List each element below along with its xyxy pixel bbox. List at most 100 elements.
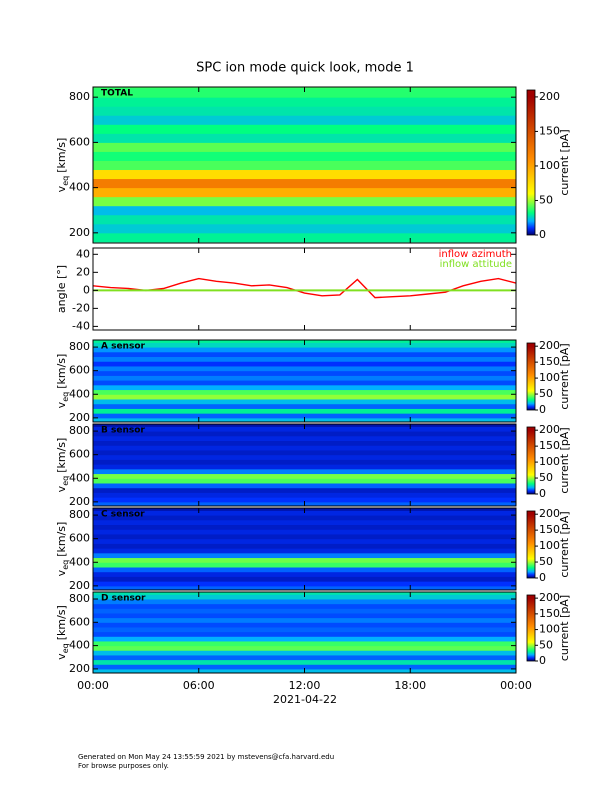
heatmap-cell xyxy=(93,598,516,605)
y-tick-label: 200 xyxy=(69,662,90,675)
legend-entry: inflow attitude xyxy=(440,259,512,270)
y-tick-label: 400 xyxy=(69,639,90,652)
colorbar-label: current [pA] xyxy=(558,427,571,493)
y-tick-label: 800 xyxy=(69,340,90,353)
heatmap-cell xyxy=(93,468,516,475)
colorbar-tick-label: 0 xyxy=(539,487,546,500)
heatmap-cell xyxy=(93,413,516,419)
heatmap-cell xyxy=(93,515,516,521)
y-axis-label: angle [°] xyxy=(55,265,68,313)
panel-plot xyxy=(93,592,516,673)
figure-title: SPC ion mode quick look, mode 1 xyxy=(196,61,414,76)
y-label-subscript: eq xyxy=(61,392,70,402)
heatmap-cell xyxy=(93,445,516,451)
footer-line: Generated on Mon May 24 13:55:59 2021 by… xyxy=(78,753,334,761)
colorbar-tick-label: 100 xyxy=(539,623,560,636)
heatmap-cell xyxy=(93,97,516,107)
colorbar-tick-label: 200 xyxy=(539,507,560,520)
y-label-unit: [km/s] xyxy=(55,605,68,640)
heatmap-cell xyxy=(93,403,516,409)
y-tick-label: 400 xyxy=(69,181,90,194)
heatmap-cell xyxy=(93,431,516,437)
panel-plot xyxy=(93,340,516,422)
colorbar-label: current [pA] xyxy=(558,129,571,195)
heatmap-cell xyxy=(93,356,516,362)
y-tick-label: -20 xyxy=(72,301,90,314)
panel-label: A sensor xyxy=(101,342,146,352)
heatmap-cell xyxy=(93,187,516,198)
colorbar-tick-label: 200 xyxy=(539,591,560,604)
heatmap-cell xyxy=(93,370,516,376)
heatmap-cell xyxy=(93,529,516,535)
panel-label: TOTAL xyxy=(101,89,133,99)
colorbar-tick-label: 50 xyxy=(539,387,553,400)
y-label-symbol: v xyxy=(55,185,68,192)
heatmap-cell xyxy=(93,548,516,554)
y-label-symbol: v xyxy=(55,485,68,492)
colorbar-label: current [pA] xyxy=(558,595,571,661)
heatmap-cell xyxy=(93,389,516,395)
y-label-subscript: eq xyxy=(61,176,70,186)
x-axis-label: 2021-04-22 xyxy=(273,693,337,706)
colorbar-label: current [pA] xyxy=(558,511,571,577)
y-tick-label: 200 xyxy=(69,226,90,239)
heatmap-cell xyxy=(93,664,516,670)
heatmap-cell xyxy=(93,608,516,614)
y-tick-label: 400 xyxy=(69,555,90,568)
y-axis-label: veq [km/s] xyxy=(55,354,70,409)
y-tick-label: 40 xyxy=(76,247,90,260)
heatmap-cell xyxy=(93,151,516,161)
colorbar-tick-label: 50 xyxy=(539,555,553,568)
heatmap-cell xyxy=(93,380,516,386)
heatmap-cell xyxy=(93,394,516,400)
x-tick-label: 18:00 xyxy=(394,679,426,692)
heatmap-cell xyxy=(93,88,516,98)
heatmap-cell xyxy=(93,196,516,207)
heatmap-cell xyxy=(93,636,516,642)
panel-label: B sensor xyxy=(101,426,145,436)
heatmap-cell xyxy=(93,482,516,489)
y-tick-label: 800 xyxy=(69,90,90,103)
heatmap-cell xyxy=(93,497,516,503)
heatmap-cell xyxy=(93,435,516,442)
heatmap-cell xyxy=(93,626,516,633)
x-tick-label: 12:00 xyxy=(289,679,321,692)
heatmap-cell xyxy=(93,478,516,484)
y-label-subscript: eq xyxy=(61,643,70,653)
y-label-symbol: v xyxy=(55,653,68,660)
heatmap-cell xyxy=(93,557,516,563)
y-label-symbol: v xyxy=(55,401,68,408)
heatmap-cell xyxy=(93,650,516,656)
heatmap-cell xyxy=(93,552,516,559)
y-label-unit: [km/s] xyxy=(55,522,68,557)
y-tick-label: 800 xyxy=(69,508,90,521)
colorbar-tick-label: 150 xyxy=(539,124,560,137)
heatmap-cell xyxy=(93,365,516,372)
x-tick-label: 00:00 xyxy=(77,679,109,692)
x-tick-label: 06:00 xyxy=(183,679,215,692)
y-label-subscript: eq xyxy=(61,476,70,486)
y-tick-label: 600 xyxy=(69,532,90,545)
y-axis-label: veq [km/s] xyxy=(55,522,70,577)
colorbar-tick-label: 200 xyxy=(539,423,560,436)
heatmap-cell xyxy=(93,459,516,465)
y-axis-label: veq [km/s] xyxy=(55,605,70,660)
heatmap-cell xyxy=(93,106,516,116)
heatmap-cell xyxy=(93,454,516,460)
colorbar-tick-label: 50 xyxy=(539,193,553,206)
heatmap-cell xyxy=(93,398,516,405)
y-tick-label: -40 xyxy=(72,319,90,332)
heatmap-cell xyxy=(93,617,516,623)
heatmap-cell xyxy=(93,142,516,152)
heatmap-cell xyxy=(93,473,516,479)
colorbar-tick-label: 0 xyxy=(539,403,546,416)
heatmap-cell xyxy=(93,612,516,619)
y-label-symbol: v xyxy=(55,569,68,576)
colorbar-label: current [pA] xyxy=(558,343,571,409)
y-tick-label: 200 xyxy=(69,579,90,592)
colorbar xyxy=(526,426,536,495)
y-tick-label: 600 xyxy=(69,615,90,628)
panel-label: C sensor xyxy=(101,510,145,520)
colorbar xyxy=(526,510,536,579)
y-tick-label: 200 xyxy=(69,411,90,424)
